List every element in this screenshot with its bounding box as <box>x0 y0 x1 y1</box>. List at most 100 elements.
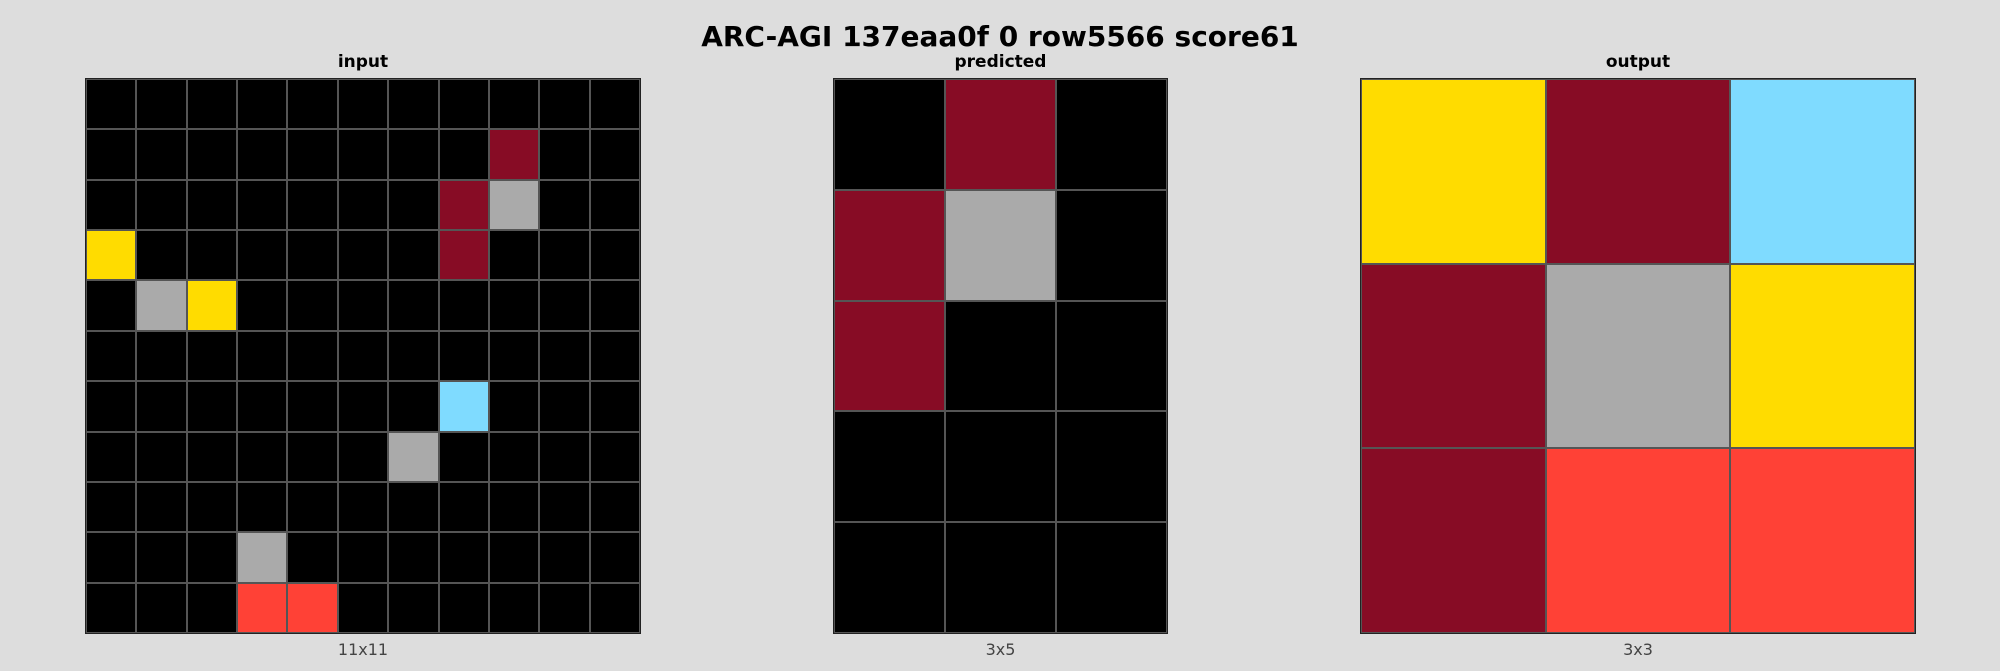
output-cell <box>1545 79 1731 264</box>
input-cell <box>488 481 540 533</box>
input-grid <box>85 78 641 634</box>
input-cell <box>438 330 489 382</box>
predicted-cell <box>1056 189 1167 301</box>
input-cell <box>337 381 389 432</box>
input-cell <box>438 381 489 432</box>
input-cell <box>186 280 238 331</box>
input-cell <box>488 532 540 583</box>
input-cell <box>539 582 590 633</box>
input-cell <box>488 129 540 180</box>
output-grid <box>1360 78 1916 634</box>
input-cell <box>86 532 137 583</box>
predicted-cell <box>945 189 1056 301</box>
output-cell <box>1361 263 1546 449</box>
input-cell <box>86 330 137 382</box>
input-cell <box>438 230 489 281</box>
input-cell <box>186 481 238 533</box>
input-cell <box>337 582 389 633</box>
predicted-cell <box>1056 79 1167 190</box>
input-cell <box>539 532 590 583</box>
input-cell <box>136 129 187 180</box>
input-cell <box>237 280 288 331</box>
input-cell <box>86 481 137 533</box>
input-cell <box>287 381 338 432</box>
output-cell <box>1730 79 1915 264</box>
input-cell <box>136 179 187 231</box>
input-cell <box>237 381 288 432</box>
input-cell <box>287 129 338 180</box>
input-cell <box>488 79 540 130</box>
input-cell <box>388 330 439 382</box>
predicted-panel-title: predicted <box>954 52 1047 72</box>
input-cell <box>136 481 187 533</box>
input-cell <box>237 129 288 180</box>
input-cell <box>237 481 288 533</box>
input-cell <box>136 431 187 482</box>
input-cell <box>136 582 187 633</box>
output-cell <box>1730 448 1915 633</box>
input-panel-title: input <box>337 52 389 72</box>
input-cell <box>438 481 489 533</box>
predicted-cell <box>945 411 1056 523</box>
input-cell <box>86 179 137 231</box>
input-cell <box>589 431 640 482</box>
input-cell <box>388 481 439 533</box>
input-cell <box>136 230 187 281</box>
output-cell <box>1545 448 1731 633</box>
predicted-cell <box>1056 522 1167 633</box>
input-cell <box>488 230 540 281</box>
input-cell <box>589 381 640 432</box>
input-cell <box>388 381 439 432</box>
input-cell <box>86 230 137 281</box>
input-cell <box>86 381 137 432</box>
output-cell <box>1361 79 1546 264</box>
input-cell <box>539 179 590 231</box>
input-cell <box>539 381 590 432</box>
input-cell <box>589 481 640 533</box>
input-cell <box>287 79 338 130</box>
input-cell <box>186 330 238 382</box>
predicted-cell <box>834 411 945 523</box>
input-cell <box>237 532 288 583</box>
input-cell <box>337 330 389 382</box>
input-cell <box>438 79 489 130</box>
input-cell <box>287 431 338 482</box>
predicted-cell <box>834 79 945 190</box>
input-cell <box>337 179 389 231</box>
input-cell <box>237 330 288 382</box>
input-cell <box>488 179 540 231</box>
predicted-cell <box>945 522 1056 633</box>
input-cell <box>589 582 640 633</box>
input-cell <box>287 330 338 382</box>
input-cell <box>86 582 137 633</box>
input-cell <box>186 129 238 180</box>
predicted-cell <box>834 522 945 633</box>
input-cell <box>186 79 238 130</box>
input-cell <box>539 481 590 533</box>
input-cell <box>337 79 389 130</box>
input-cell <box>539 280 590 331</box>
input-cell <box>337 431 389 482</box>
input-cell <box>186 381 238 432</box>
input-cell <box>388 532 439 583</box>
predicted-grid-size: 3x5 <box>985 640 1016 659</box>
output-panel-title: output <box>1605 52 1671 72</box>
input-cell <box>388 582 439 633</box>
input-cell <box>287 179 338 231</box>
input-cell <box>186 179 238 231</box>
input-cell <box>488 582 540 633</box>
output-grid-size: 3x3 <box>1623 640 1653 659</box>
input-cell <box>287 280 338 331</box>
input-cell <box>237 230 288 281</box>
input-cell <box>488 280 540 331</box>
output-panel: output 3x3 <box>1360 52 1916 659</box>
input-cell <box>438 431 489 482</box>
input-cell <box>539 79 590 130</box>
input-cell <box>388 179 439 231</box>
predicted-cell <box>945 300 1056 412</box>
input-cell <box>589 532 640 583</box>
input-cell <box>136 381 187 432</box>
input-cell <box>539 129 590 180</box>
input-cell <box>337 230 389 281</box>
input-cell <box>237 431 288 482</box>
